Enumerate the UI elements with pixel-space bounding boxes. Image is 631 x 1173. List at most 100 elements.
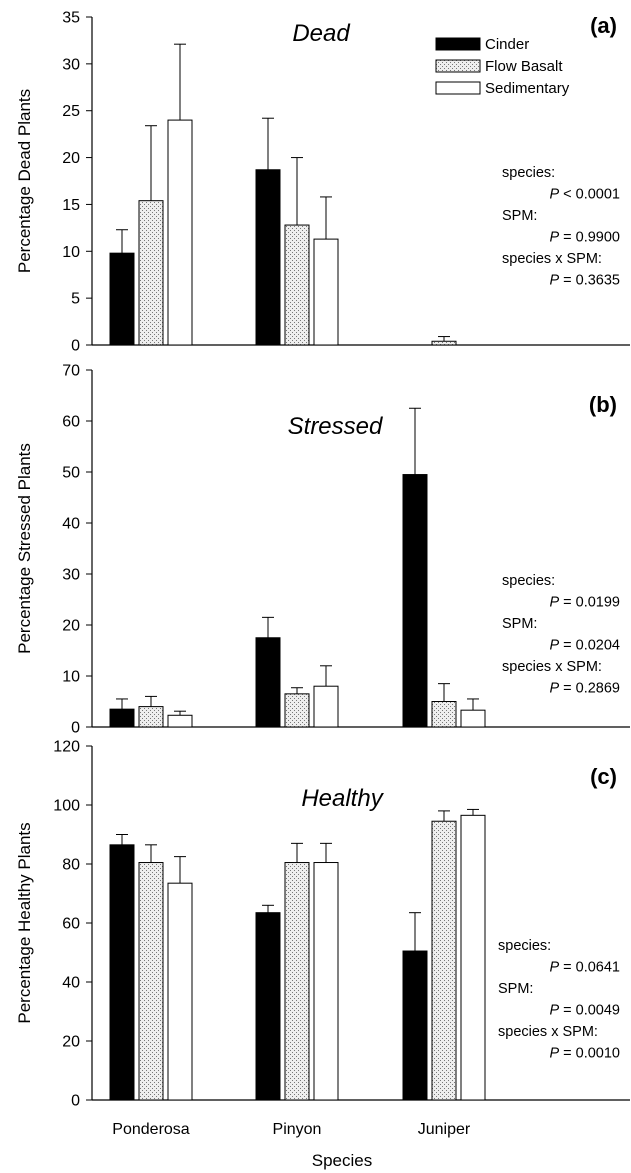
stat-label: species:: [498, 938, 551, 954]
stat-value: P = 0.0010: [549, 1046, 620, 1062]
panel-c: 0 20 40 60 80 100 120 Percentage Healthy Plants…: [15, 739, 630, 1110]
panel-b: 0 10 20 30 40 50 60 70 Percentage Stressed Plant…: [15, 363, 630, 737]
bar-sedimentary-pinyon: [313, 862, 339, 1101]
stat-label: SPM:: [498, 981, 533, 997]
bar-cinder-pinyon: [255, 637, 281, 728]
stat-p-value: = 0.0010: [559, 1046, 620, 1062]
stat-p-symbol: P: [549, 187, 559, 203]
bar-flow-basalt-juniper: [431, 820, 457, 1101]
bar-cinder-ponderosa: [109, 708, 135, 728]
y-tick-label: 15: [62, 197, 80, 214]
x-axis: Ponderosa Pinyon Juniper Species: [112, 1121, 471, 1170]
bar-cinder-ponderosa: [109, 252, 135, 346]
stat-value: P = 0.9900: [549, 230, 620, 246]
stat-p-value: = 0.0049: [559, 1003, 620, 1019]
bar-sedimentary-juniper: [460, 814, 486, 1101]
stat-label: SPM:: [502, 208, 537, 224]
legend-swatch-cinder: [435, 37, 481, 51]
stat-value: P = 0.0204: [549, 638, 620, 654]
y-tick-label: 0: [71, 1093, 80, 1110]
panel-letter: (b): [589, 392, 617, 417]
stat-value: P = 0.2869: [549, 681, 620, 697]
y-tick-label: 100: [53, 798, 80, 815]
y-tick-label: 80: [62, 857, 80, 874]
y-tick-label: 0: [71, 720, 80, 737]
stat-label: species x SPM:: [498, 1024, 598, 1040]
bar-flow-basalt-ponderosa: [138, 862, 164, 1101]
stat-p-symbol: P: [549, 230, 559, 246]
stat-label: species:: [502, 165, 555, 181]
stat-p-symbol: P: [549, 681, 559, 697]
stat-label: SPM:: [502, 616, 537, 632]
bar-cinder-pinyon: [255, 912, 281, 1101]
x-tick-label: Ponderosa: [112, 1121, 189, 1138]
bar-flow-basalt-ponderosa: [138, 706, 164, 728]
y-tick-label: 25: [62, 103, 80, 120]
legend-label: Sedimentary: [485, 80, 570, 97]
bar-sedimentary-ponderosa: [167, 882, 193, 1101]
panel-letter: (a): [590, 13, 617, 38]
y-tick-label: 35: [62, 10, 80, 27]
legend: Cinder Flow Basalt Sedimentary: [435, 36, 570, 97]
stat-p-value: = 0.0204: [559, 638, 620, 654]
stat-p-value: = 0.0641: [559, 960, 620, 976]
stat-p-symbol: P: [549, 960, 559, 976]
y-tick-label: 40: [62, 975, 80, 992]
panel-title: Healthy: [301, 785, 384, 812]
stat-p-value: < 0.0001: [559, 187, 620, 203]
bar-cinder-juniper: [402, 474, 428, 728]
stat-value: P < 0.0001: [549, 187, 620, 203]
y-tick-label: 50: [62, 465, 80, 482]
bar-sedimentary-ponderosa: [167, 119, 193, 346]
stat-label: species:: [502, 573, 555, 589]
legend-swatch-flow-basalt: [435, 59, 481, 73]
bar-cinder-juniper: [402, 950, 428, 1101]
bar-flow-basalt-pinyon: [284, 693, 310, 728]
y-tick-label: 20: [62, 618, 80, 635]
y-tick-label: 120: [53, 739, 80, 756]
stat-value: P = 0.0049: [549, 1003, 620, 1019]
stat-p-symbol: P: [549, 1003, 559, 1019]
y-tick-label: 10: [62, 669, 80, 686]
x-tick-label: Juniper: [418, 1121, 471, 1138]
y-tick-label: 70: [62, 363, 80, 380]
bar-cinder-ponderosa: [109, 844, 135, 1101]
y-tick-label: 0: [71, 338, 80, 355]
bar-flow-basalt-juniper: [431, 701, 457, 728]
panel-title: Dead: [292, 20, 350, 47]
y-tick-label: 20: [62, 150, 80, 167]
x-tick-label: Pinyon: [273, 1121, 322, 1138]
panel-title: Stressed: [288, 413, 383, 440]
y-tick-label: 60: [62, 916, 80, 933]
y-tick-label: 30: [62, 567, 80, 584]
stat-value: P = 0.0199: [549, 595, 620, 611]
bar-sedimentary-pinyon: [313, 685, 339, 728]
y-tick-label: 10: [62, 244, 80, 261]
bar-sedimentary-pinyon: [313, 238, 339, 346]
panel-letter: (c): [590, 764, 617, 789]
bar-flow-basalt-pinyon: [284, 224, 310, 346]
legend-label: Flow Basalt: [485, 58, 563, 75]
bar-flow-basalt-ponderosa: [138, 200, 164, 346]
y-axis-title: Percentage Dead Plants: [15, 89, 34, 273]
y-tick-label: 30: [62, 56, 80, 73]
legend-label: Cinder: [485, 36, 529, 53]
bar-sedimentary-juniper: [460, 709, 486, 728]
bar-flow-basalt-juniper: [431, 340, 457, 346]
stat-p-value: = 0.3635: [559, 273, 620, 289]
legend-swatch-sedimentary: [435, 81, 481, 95]
stat-p-value: = 0.2869: [559, 681, 620, 697]
bar-sedimentary-ponderosa: [167, 714, 193, 728]
stat-p-value: = 0.0199: [559, 595, 620, 611]
panels: 0 5 10 15 20 25 30 35 Percentage Dead Plants Dead…: [15, 10, 630, 1110]
stat-label: species x SPM:: [502, 659, 602, 675]
y-axis-title: Percentage Stressed Plants: [15, 443, 34, 654]
stat-p-symbol: P: [549, 595, 559, 611]
stat-p-symbol: P: [549, 638, 559, 654]
stat-p-symbol: P: [549, 1046, 559, 1062]
y-tick-label: 60: [62, 414, 80, 431]
stat-p-value: = 0.9900: [559, 230, 620, 246]
y-tick-label: 5: [71, 291, 80, 308]
stat-value: P = 0.0641: [549, 960, 620, 976]
